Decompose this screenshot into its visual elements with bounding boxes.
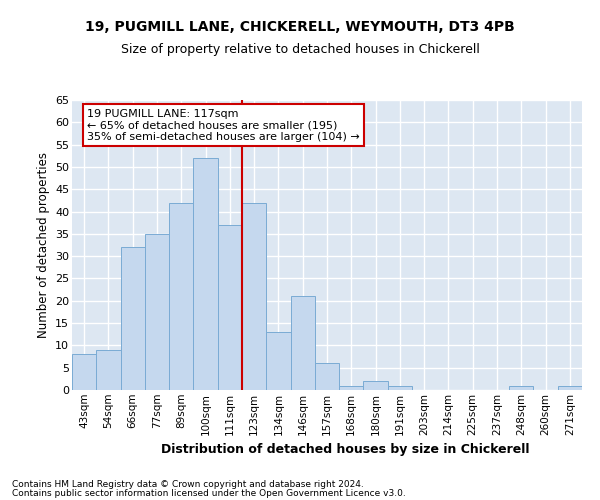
Text: 19 PUGMILL LANE: 117sqm
← 65% of detached houses are smaller (195)
35% of semi-d: 19 PUGMILL LANE: 117sqm ← 65% of detache… (88, 108, 360, 142)
Bar (96, 350, 121, 390)
Bar (218, 225, 242, 390)
Bar (339, 386, 364, 390)
Bar (121, 247, 145, 390)
Text: Contains HM Land Registry data © Crown copyright and database right 2024.: Contains HM Land Registry data © Crown c… (12, 480, 364, 489)
Text: Size of property relative to detached houses in Chickerell: Size of property relative to detached ho… (121, 42, 479, 56)
Y-axis label: Number of detached properties: Number of detached properties (37, 152, 50, 338)
Bar (266, 332, 290, 390)
Bar (145, 234, 169, 390)
Bar (290, 296, 315, 390)
Bar (242, 202, 266, 390)
Bar (315, 363, 339, 390)
Text: Distribution of detached houses by size in Chickerell: Distribution of detached houses by size … (161, 442, 529, 456)
Bar (193, 158, 218, 390)
Text: Contains public sector information licensed under the Open Government Licence v3: Contains public sector information licen… (12, 489, 406, 498)
Bar (558, 386, 582, 390)
Bar (509, 386, 533, 390)
Bar (364, 381, 388, 390)
Bar (169, 202, 193, 390)
Text: 19, PUGMILL LANE, CHICKERELL, WEYMOUTH, DT3 4PB: 19, PUGMILL LANE, CHICKERELL, WEYMOUTH, … (85, 20, 515, 34)
Bar (72, 354, 96, 390)
Bar (388, 386, 412, 390)
